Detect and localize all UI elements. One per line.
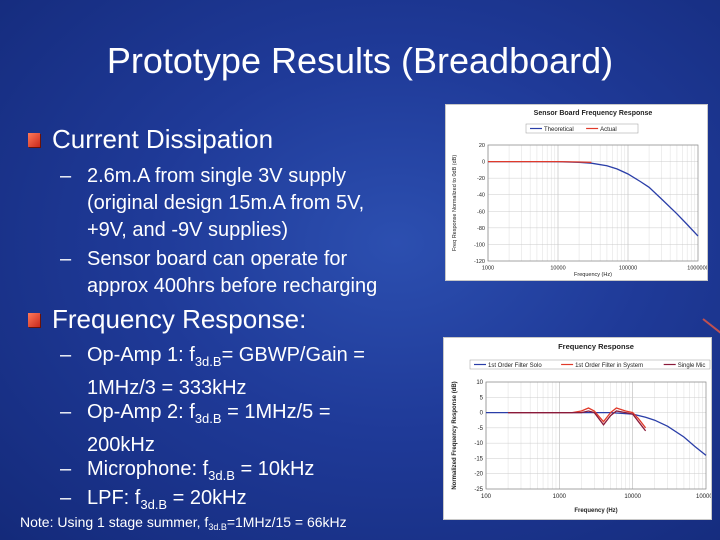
chart-sensor-board: Sensor Board Frequency Response Theoretic… (445, 104, 708, 281)
subscript: 3d.B (194, 411, 222, 426)
text-line: LPF: f3d.B = 20kHz (87, 485, 247, 518)
y-tick-label: -60 (477, 209, 485, 215)
x-tick-label: 100000 (619, 266, 637, 272)
bullet-label: Frequency Response: (52, 304, 307, 334)
x-tick-label: 1000 (553, 494, 567, 500)
text-prefix: LPF: f (87, 487, 141, 509)
y-tick-label: 20 (479, 143, 485, 149)
text-suffix: = 20kHz (167, 487, 247, 509)
text-line: Microphone: f3d.B = 10kHz (87, 456, 314, 489)
text-prefix: Op-Amp 2: f (87, 401, 195, 423)
y-tick-label: -10 (474, 441, 483, 447)
bullet-square-icon (28, 133, 40, 147)
plot-area-border (485, 381, 707, 490)
series-line-1 (508, 407, 647, 429)
chart-sensor-board-svg: Sensor Board Frequency Response Theoretic… (452, 110, 707, 278)
text-line: approx 400hrs before recharging (87, 275, 378, 297)
y-tick-label: -5 (478, 426, 484, 432)
y-tick-label: -25 (474, 487, 483, 493)
chart-legend-box (469, 359, 711, 370)
chart-frequency-response: Frequency Response 1st Order Filter Solo 1… (443, 337, 712, 520)
y-tick-label: -40 (477, 193, 485, 199)
y-tick-label: -20 (477, 176, 485, 182)
x-tick-label: 100 (481, 494, 492, 500)
text-line: 1MHz/3 = 333kHz (87, 377, 247, 399)
bullet-label: Current Dissipation (52, 124, 274, 154)
chart-title: Sensor Board Frequency Response (534, 110, 653, 117)
series-line-1 (488, 160, 592, 164)
x-axis-label: Frequency (Hz) (574, 272, 612, 278)
text-suffix: = GBWP/Gain = (221, 344, 365, 366)
x-axis-label: Frequency (Hz) (574, 508, 617, 514)
subscript: 3d.B (140, 497, 168, 512)
note-suffix: =1MHz/15 = 66kHz (226, 514, 347, 530)
y-tick-label: 10 (476, 380, 483, 386)
text-line: Op-Amp 2: f3d.B = 1MHz/5 = (87, 399, 331, 432)
dash-marker: – (60, 248, 72, 270)
x-tick-label: 10000 (624, 494, 641, 500)
text-line: 200kHz (87, 434, 155, 456)
legend-entry: Single Mic (678, 363, 706, 369)
text-suffix: = 10kHz (234, 458, 315, 480)
series-line-0 (486, 411, 707, 456)
x-tick-label: 10000 (550, 266, 565, 272)
dash-marker: – (60, 487, 72, 509)
subscript: 3d.B (194, 354, 222, 369)
text-line: Op-Amp 1: f3d.B= GBWP/Gain = (87, 342, 365, 375)
y-tick-label: -120 (474, 259, 485, 265)
series-line-0 (488, 160, 699, 237)
text-suffix: = 1MHz/5 = (221, 401, 331, 423)
dash-marker: – (60, 344, 72, 366)
y-tick-label: 0 (482, 160, 485, 166)
subscript: 3d.B (208, 468, 235, 483)
plot-area-border (487, 144, 699, 262)
chart-legend-box (525, 123, 639, 134)
y-axis-label: Freq Response Normalized to 0dB (dB) (452, 155, 458, 251)
dash-marker: – (60, 458, 72, 480)
legend-entry: 1st Order Filter in System (575, 363, 643, 369)
subscript: 3d.B (208, 522, 227, 532)
y-tick-label: -80 (477, 226, 485, 232)
bullet-square-icon (28, 313, 40, 327)
legend-entry: 1st Order Filter Solo (488, 363, 542, 369)
y-tick-label: 0 (480, 411, 484, 417)
y-tick-label: -20 (474, 472, 483, 478)
chart-frequency-response-svg: Frequency Response 1st Order Filter Solo 1… (452, 342, 711, 514)
y-tick-label: 5 (480, 395, 484, 401)
x-tick-label: 1000000 (687, 266, 707, 272)
text-line: +9V, and -9V supplies) (87, 219, 289, 241)
text-line: (original design 15m.A from 5V, (87, 192, 365, 214)
legend-entry: Actual (600, 127, 617, 133)
series-line-2 (508, 410, 647, 432)
slide-title: Prototype Results (Breadboard) (106, 40, 614, 81)
decorative-line (702, 318, 720, 335)
text-prefix: Microphone: f (87, 458, 209, 480)
x-tick-label: 1000 (482, 266, 494, 272)
dash-marker: – (60, 401, 72, 423)
chart-title: Frequency Response (558, 342, 634, 351)
legend-entry: Theoretical (544, 127, 574, 133)
y-axis-label: Normalized Frequency Response (dB) (452, 381, 458, 489)
text-line: 2.6m.A from single 3V supply (87, 165, 347, 187)
y-tick-label: -100 (474, 242, 485, 248)
y-tick-label: -15 (474, 456, 483, 462)
text-prefix: Op-Amp 1: f (87, 344, 195, 366)
text-line: Sensor board can operate for (87, 248, 348, 270)
footnote: Note: Using 1 stage summer, f3d.B=1MHz/1… (20, 514, 347, 532)
dash-marker: – (60, 165, 72, 187)
note-prefix: Note: Using 1 stage summer, f (20, 514, 209, 530)
x-tick-label: 100000 (696, 494, 711, 500)
